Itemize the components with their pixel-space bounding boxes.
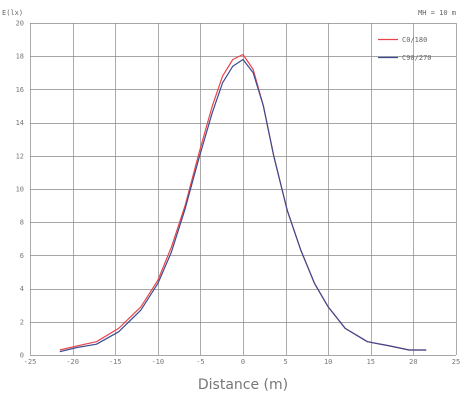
y-tick-label: 12 xyxy=(16,152,24,160)
y-tick-label: 14 xyxy=(16,119,24,127)
x-tick-label: -20 xyxy=(66,358,79,366)
y-tick-label: 4 xyxy=(20,285,24,293)
x-tick-label: -5 xyxy=(196,358,204,366)
x-tick-label: 20 xyxy=(409,358,417,366)
y-tick-label: 10 xyxy=(16,186,24,194)
x-tick-label: 25 xyxy=(452,358,460,366)
y-tick-label: 20 xyxy=(16,20,24,28)
legend-label-c0-180: C0/180 xyxy=(402,36,427,44)
y-tick-label: 6 xyxy=(20,252,24,260)
y-tick-label: 2 xyxy=(20,318,24,326)
grid xyxy=(30,23,457,356)
legend: C0/180 C90/270 xyxy=(378,36,432,62)
y-tick-label: 16 xyxy=(16,86,24,94)
x-tick-label: -15 xyxy=(109,358,122,366)
x-tick-label: 15 xyxy=(367,358,375,366)
mounting-height-annotation: MH = 10 m xyxy=(418,9,456,17)
series-line-c90-270 xyxy=(59,58,427,353)
y-axis-title: E(lx) xyxy=(2,9,23,17)
x-tick-label: 0 xyxy=(241,358,245,366)
x-axis-title: Distance (m) xyxy=(198,377,288,393)
x-tick-label: 5 xyxy=(283,358,287,366)
y-tick-label: 18 xyxy=(16,53,24,61)
tick-labels: -25 -20 -15 -10 -5 0 5 10 15 20 25 0 2 4 6 8 10 12 14 16 18 2… xyxy=(16,20,461,367)
x-tick-label: -25 xyxy=(24,358,37,366)
x-tick-label: 10 xyxy=(324,358,332,366)
legend-label-c90-270: C90/270 xyxy=(402,54,432,62)
y-tick-label: 8 xyxy=(20,219,24,227)
x-tick-label: -10 xyxy=(151,358,164,366)
y-tick-label: 0 xyxy=(20,352,24,360)
series-layer xyxy=(59,53,427,353)
